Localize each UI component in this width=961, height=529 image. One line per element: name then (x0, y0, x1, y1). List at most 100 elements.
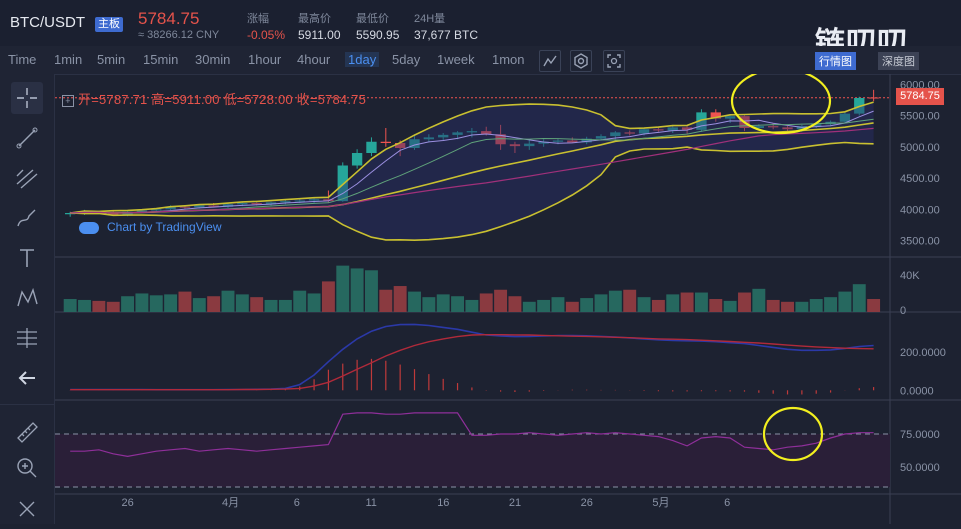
volume-bar (92, 300, 106, 312)
volume-bar (723, 300, 737, 312)
trend-line-icon[interactable] (11, 122, 43, 154)
rsi-tick-label: 50.0000 (900, 462, 940, 474)
candle-body (552, 140, 564, 142)
pattern-tool-icon[interactable] (11, 282, 43, 314)
legend-close: 收=5784.75 (296, 92, 367, 107)
volume-bar (479, 293, 493, 312)
candle-body (165, 206, 176, 210)
candle-body (194, 205, 205, 208)
tf-1day[interactable]: 1day (345, 52, 380, 67)
ma30-line (70, 127, 874, 214)
volume-bar (795, 301, 809, 312)
legend-low: 低=5728.00 (223, 92, 293, 107)
text-tool-icon[interactable] (11, 242, 43, 274)
candle-body (308, 199, 320, 201)
candle-body (438, 134, 449, 138)
fib-lines-icon[interactable] (11, 162, 43, 194)
ticker-header: BTC/USDT 主板 5784.75 ≈ 38266.12 CNY 涨幅 -0… (0, 0, 961, 46)
candle-body (710, 112, 721, 119)
volume-bar (494, 289, 508, 312)
tf-time[interactable]: Time (8, 52, 37, 67)
screenshot-icon[interactable] (603, 50, 625, 72)
legend-toggle-icon[interactable]: + (62, 94, 74, 107)
volume-tick-label: 0 (900, 305, 906, 317)
candle-body (366, 141, 377, 153)
brand-text: Chart by TradingView (107, 220, 222, 234)
hide-drawings-icon[interactable] (11, 492, 43, 524)
volume-bar (121, 296, 135, 312)
volume-bar (78, 299, 91, 312)
candle-body (294, 200, 305, 202)
ruler-icon[interactable] (11, 416, 43, 448)
volume-bar (824, 297, 838, 312)
volume-bar (781, 301, 794, 312)
candle-body (265, 202, 277, 205)
candle-body (696, 112, 707, 130)
x-tick-label: 26 (581, 497, 593, 509)
high-label: 最高价 (298, 13, 331, 25)
candle-body (466, 131, 478, 133)
candle-body (423, 137, 435, 140)
last-price: 5784.75 (138, 9, 200, 28)
timeframe-bar: Time 1min 5min 15min 30min 1hour 4hour 1… (0, 46, 961, 75)
candle-body (452, 132, 463, 135)
volume-bar (680, 292, 694, 312)
tab-depth-chart[interactable]: 深度图 (878, 52, 919, 70)
volume-bar (809, 299, 823, 312)
measure-levels-icon[interactable] (11, 322, 43, 354)
volume-bar (436, 294, 450, 312)
settings-gear-icon[interactable] (570, 50, 592, 72)
candle-body (351, 153, 363, 166)
ma5-line (70, 110, 874, 214)
candle-body (638, 129, 650, 134)
zoom-in-icon[interactable] (11, 452, 43, 484)
brush-icon[interactable] (11, 202, 43, 234)
volume-bar (608, 290, 622, 312)
macd-tick-label: 200.0000 (900, 347, 946, 359)
tf-15min[interactable]: 15min (143, 52, 179, 67)
volume-bar (766, 299, 780, 312)
volume-bar (135, 293, 149, 312)
tf-1min[interactable]: 1min (54, 52, 83, 67)
tradingview-brand[interactable]: Chart by TradingView (79, 220, 222, 234)
candle-body (179, 206, 191, 208)
bollinger-upper (70, 101, 874, 214)
rsi-line (70, 412, 874, 458)
crosshair-icon[interactable] (11, 82, 43, 114)
tab-trade-chart[interactable]: 行情图 (815, 52, 856, 70)
pair-name[interactable]: BTC/USDT (10, 14, 85, 31)
volume-bar (250, 297, 264, 312)
tf-1mon[interactable]: 1mon (492, 52, 525, 67)
volume-bar (192, 298, 206, 312)
highlight-circle-price (730, 74, 832, 135)
tf-30min[interactable]: 30min (195, 52, 231, 67)
volume-bar (694, 292, 708, 312)
x-tick-label: 6 (724, 497, 730, 509)
candle-body (868, 97, 879, 99)
price-tick-label: 5500.00 (900, 111, 940, 123)
volume-bar (580, 298, 594, 312)
x-tick-label: 5月 (652, 497, 669, 509)
back-arrow-icon[interactable] (11, 362, 43, 394)
indicator-icon[interactable] (539, 50, 561, 72)
tf-1week[interactable]: 1week (437, 52, 475, 67)
volume-bar (393, 286, 407, 312)
tf-1hour[interactable]: 1hour (248, 52, 282, 67)
change-value: -0.05% (247, 28, 286, 42)
volume-bar (307, 293, 321, 312)
volume-bar (336, 265, 350, 312)
volume-bar (235, 294, 249, 312)
tf-5day[interactable]: 5day (392, 52, 421, 67)
candle-body (409, 139, 420, 148)
volume-bar (522, 301, 536, 312)
tf-5min[interactable]: 5min (97, 52, 126, 67)
volume-bar (451, 296, 465, 312)
candle-body (753, 126, 764, 128)
cny-price: ≈ 38266.12 CNY (138, 29, 220, 41)
x-tick-label: 6 (294, 497, 300, 509)
change-label: 涨幅 (247, 13, 269, 25)
price-tick-label: 3500.00 (900, 236, 940, 248)
volume-bar (651, 299, 665, 312)
tf-4hour[interactable]: 4hour (297, 52, 331, 67)
price-chart[interactable]: 6000.005500.005000.004500.004000.003500.… (55, 74, 961, 524)
